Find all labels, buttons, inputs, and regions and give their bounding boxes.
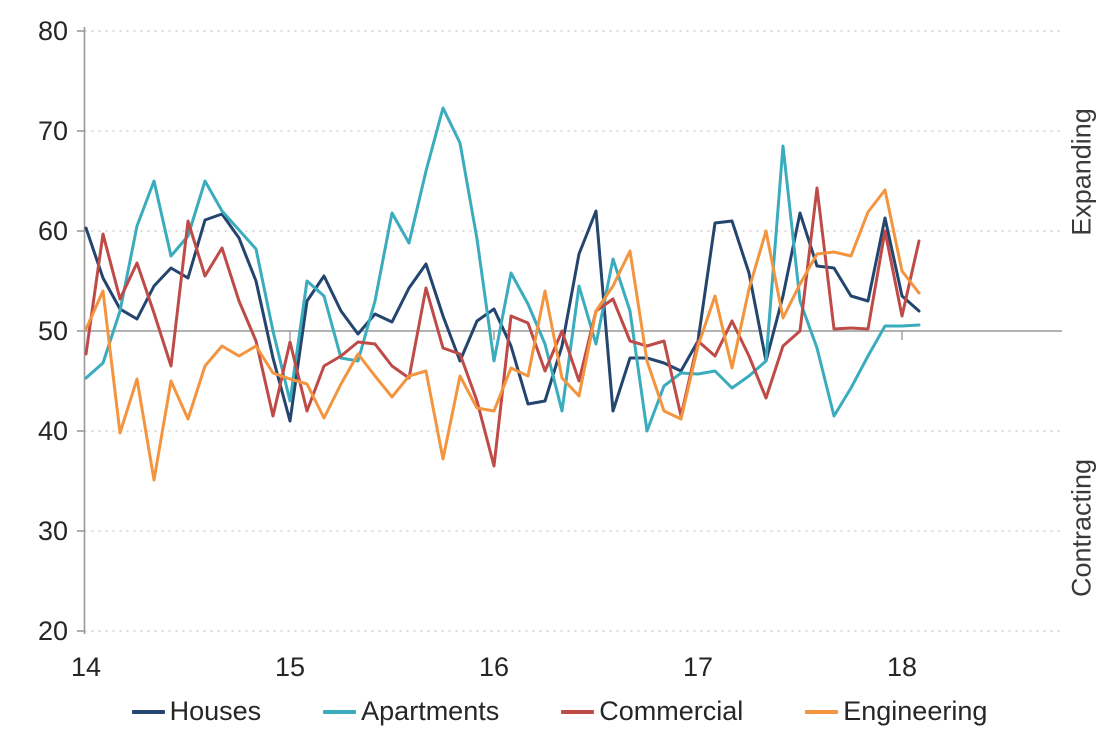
y-tick-label: 50 [38,316,68,346]
legend-item-engineering: Engineering [805,696,987,727]
y-tick-label: 70 [38,116,68,146]
legend-item-houses: Houses [131,696,262,727]
houses-line-swatch [131,709,165,714]
legend-item-apartments: Apartments [323,696,499,727]
x-tick-label: 15 [275,652,305,682]
y-tick-label: 30 [38,516,68,546]
y-tick-label: 80 [38,16,68,46]
series-line-apartments [84,106,921,433]
x-tick-label: 16 [479,652,509,682]
x-tick-label: 18 [887,652,917,682]
commercial-line-swatch [561,709,595,714]
right-label-expanding: Expanding [1066,108,1097,236]
series-line-engineering [84,188,921,482]
legend: Houses Apartments Commercial Engineering [0,696,1119,727]
right-label-contracting: Contracting [1066,458,1097,598]
engineering-line-swatch [805,709,839,714]
legend-label-apartments: Apartments [361,696,500,726]
y-tick-label: 60 [38,216,68,246]
legend-item-commercial: Commercial [561,696,743,727]
x-tick-label: 14 [71,652,101,682]
legend-label-commercial: Commercial [599,696,744,726]
x-tick-label: 17 [683,652,713,682]
y-tick-label: 40 [38,416,68,446]
apartments-line-swatch [323,709,357,714]
y-tick-label: 20 [38,616,68,646]
legend-label-engineering: Engineering [843,696,988,726]
legend-label-houses: Houses [169,696,262,726]
